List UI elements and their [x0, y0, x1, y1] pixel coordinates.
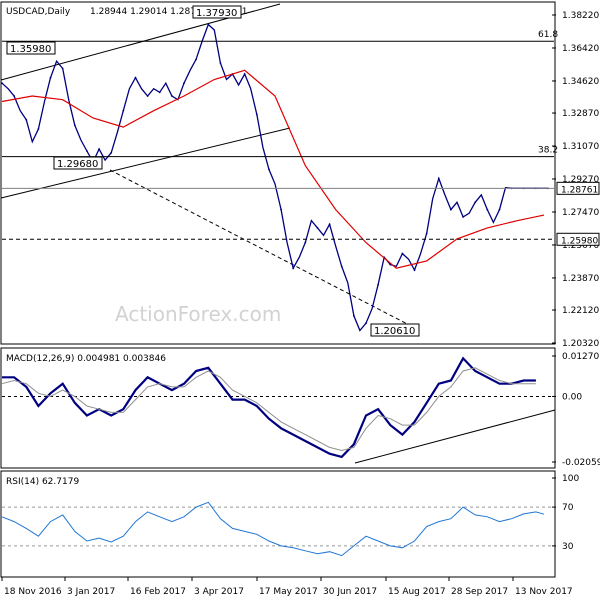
- level-box-label: 1.37930: [196, 8, 237, 19]
- price-point: [158, 91, 161, 94]
- price-point: [73, 124, 76, 127]
- price-point: [110, 151, 113, 154]
- level-box: [53, 156, 103, 170]
- price-point: [146, 95, 149, 97]
- x-tick-label: 15 Aug 2017: [388, 587, 446, 597]
- macd-tick-label: 0.00: [562, 392, 582, 402]
- price-point: [498, 208, 501, 211]
- price-point: [437, 177, 440, 180]
- price-title: USDCAD,Daily: [6, 7, 71, 17]
- price-point: [1, 82, 3, 85]
- price-point: [328, 223, 331, 226]
- price-point: [170, 95, 173, 97]
- price-point: [183, 82, 185, 85]
- support-label-box: [556, 232, 600, 246]
- channel-lower-line: [0, 127, 291, 199]
- macd-signal-line: [1, 367, 536, 452]
- price-point: [86, 150, 88, 152]
- level-box-label: 1.35980: [10, 44, 51, 55]
- fib-label: 61.8: [538, 30, 558, 40]
- last-price-label: 1.28761: [561, 185, 598, 195]
- price-tick-label: 1.31070: [562, 142, 599, 152]
- level-box: [192, 5, 242, 19]
- x-tick-label: 3 Apr 2017: [194, 587, 244, 597]
- price-point: [365, 322, 367, 325]
- rsi-line: [1, 501, 545, 557]
- x-tick-label: 13 Nov 2017: [515, 587, 573, 597]
- price-tick-label: 1.34620: [562, 77, 599, 87]
- level-box-label: 1.20610: [374, 326, 415, 337]
- support-label: 1.25980: [561, 236, 598, 246]
- ohlc-header: 1.28944 1.29014 1.28717 1.28761: [90, 7, 247, 17]
- price-tick-label: 1.36420: [562, 44, 599, 54]
- x-tick-label: 18 Nov 2016: [4, 587, 62, 597]
- price-tick-label: 1.32870: [562, 109, 599, 119]
- rsi-tick-label: 30: [562, 542, 574, 552]
- x-tick-label: 16 Feb 2017: [130, 587, 186, 597]
- price-tick-label: 1.29270: [562, 175, 599, 185]
- price-tick-label: 1.38220: [562, 11, 599, 21]
- price-point: [425, 232, 428, 235]
- price-point: [122, 109, 125, 112]
- price-point: [450, 208, 452, 211]
- watermark: ActionForex.com: [115, 302, 281, 326]
- price-point: [292, 267, 295, 270]
- price-panel-frame: [0, 1, 556, 345]
- price-point: [304, 241, 307, 244]
- price-point: [243, 73, 246, 75]
- price-point: [316, 227, 319, 229]
- rsi-title: RSI(14) 62.7179: [6, 477, 79, 487]
- price-point: [195, 58, 198, 61]
- level-box-label: 1.29680: [57, 159, 98, 170]
- price-point: [98, 148, 100, 151]
- rsi-panel-frame: [0, 470, 556, 578]
- macd-trendline: [354, 409, 556, 464]
- price-point: [268, 168, 270, 171]
- last-price-box: [556, 181, 600, 195]
- rsi-tick-label: 100: [562, 474, 579, 484]
- price-point: [219, 62, 222, 64]
- price-point: [25, 118, 28, 121]
- price-point: [49, 76, 52, 79]
- price-tick-label: 1.23870: [562, 274, 599, 284]
- rsi-tick-label: 70: [562, 503, 574, 513]
- price-point: [255, 113, 258, 116]
- price-point: [280, 208, 282, 211]
- x-tick-label: 3 Jan 2017: [67, 587, 115, 597]
- price-point: [486, 208, 489, 211]
- price-point: [413, 269, 416, 271]
- x-tick-label: 30 Jun 2017: [323, 587, 377, 597]
- macd-title: MACD(12,26,9) 0.004981 0.003846: [6, 354, 166, 364]
- price-point: [134, 76, 137, 79]
- price-point: [13, 95, 16, 97]
- macd-tick-label: 0.012707: [562, 352, 600, 362]
- macd-line: [2, 356, 536, 459]
- price-point: [37, 128, 40, 130]
- price-point: [377, 283, 380, 286]
- price-point: [340, 265, 343, 268]
- level-box: [6, 41, 56, 55]
- fib-label: 38.2: [538, 146, 558, 156]
- macd-tick-label: -0.020599: [562, 458, 600, 468]
- price-tick-label: 1.22120: [562, 306, 599, 316]
- price-point: [352, 314, 355, 317]
- price-tick-label: 1.27470: [562, 208, 599, 218]
- price-point: [474, 201, 477, 204]
- dashed-trendline: [109, 169, 416, 329]
- price-point: [462, 216, 464, 218]
- price-tick-label: 1.20320: [562, 339, 599, 349]
- level-box: [370, 323, 420, 337]
- x-tick-label: 17 May 2017: [259, 587, 318, 597]
- price-point: [61, 67, 64, 70]
- x-tick-label: 28 Sep 2017: [451, 587, 508, 597]
- price-point: [207, 23, 210, 26]
- price-tick-label: 1.25670: [562, 241, 599, 251]
- price-point: [401, 252, 404, 255]
